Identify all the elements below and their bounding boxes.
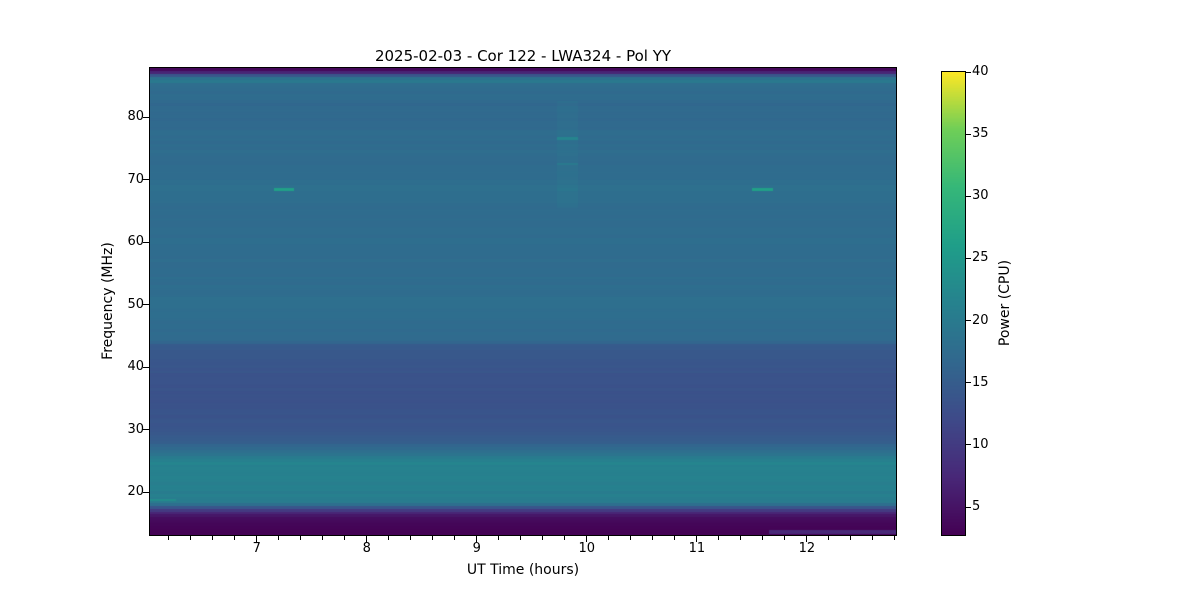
colorbar-tick-label: 40 <box>972 64 989 79</box>
x-minor-tick-mark <box>828 536 830 540</box>
colorbar-tick-label: 35 <box>972 126 989 142</box>
colorbar-frame <box>941 71 966 536</box>
x-tick-label: 9 <box>472 541 481 556</box>
x-minor-tick-mark <box>234 536 236 540</box>
x-tick-mark <box>586 536 588 542</box>
chart-title: 2025-02-03 - Cor 122 - LWA324 - Pol YY <box>374 47 672 65</box>
x-minor-tick-mark <box>454 536 456 540</box>
x-minor-tick-mark <box>718 536 720 540</box>
x-minor-tick-mark <box>608 536 610 540</box>
y-tick-mark <box>143 429 149 430</box>
x-minor-tick-mark <box>872 536 874 540</box>
y-tick-label: 30 <box>127 421 144 437</box>
x-minor-tick-mark <box>344 536 346 540</box>
colorbar-tick-mark <box>966 257 971 259</box>
colorbar-tick-label: 25 <box>972 250 989 266</box>
spectrogram-heatmap-canvas <box>150 68 896 535</box>
x-minor-tick-mark <box>564 536 566 540</box>
x-tick-mark <box>366 536 368 542</box>
x-minor-tick-mark <box>498 536 500 540</box>
x-tick-mark <box>256 536 258 542</box>
y-tick-label: 50 <box>127 296 144 312</box>
x-minor-tick-mark <box>740 536 742 540</box>
x-minor-tick-mark <box>674 536 676 540</box>
colorbar-tick-mark <box>966 133 971 135</box>
x-tick-mark <box>696 536 698 542</box>
x-minor-tick-mark <box>630 536 632 540</box>
x-minor-tick-mark <box>432 536 434 540</box>
y-tick-mark <box>143 179 149 180</box>
x-minor-tick-mark <box>212 536 214 540</box>
y-tick-label: 70 <box>127 171 144 187</box>
y-tick-mark <box>143 491 149 493</box>
colorbar-tick-mark <box>966 444 971 446</box>
x-minor-tick-mark <box>410 536 412 540</box>
y-tick-mark <box>143 241 149 243</box>
colorbar-tick-label: 30 <box>972 188 989 204</box>
x-tick-label: 11 <box>688 541 706 556</box>
y-tick-mark <box>143 304 149 305</box>
colorbar-tick-mark <box>966 506 971 508</box>
plot-frame <box>149 67 897 536</box>
x-tick-label: 7 <box>252 541 261 556</box>
x-tick-label: 8 <box>362 541 371 556</box>
x-minor-tick-mark <box>784 536 786 540</box>
x-axis-label: UT Time (hours) <box>466 562 580 578</box>
y-tick-mark <box>143 366 149 368</box>
colorbar-tick-mark <box>966 382 971 384</box>
colorbar-canvas <box>942 72 965 535</box>
x-minor-tick-mark <box>322 536 324 540</box>
x-minor-tick-mark <box>542 536 544 540</box>
x-tick-mark <box>476 536 478 542</box>
x-tick-label: 12 <box>798 541 816 556</box>
x-tick-label: 10 <box>578 541 596 556</box>
x-minor-tick-mark <box>168 536 170 540</box>
colorbar-tick-label: 20 <box>972 312 989 328</box>
colorbar-tick-mark <box>966 71 971 73</box>
colorbar-label: Power (CPU) <box>997 259 1013 347</box>
x-minor-tick-mark <box>388 536 390 540</box>
x-minor-tick-mark <box>652 536 654 540</box>
y-tick-label: 20 <box>127 484 144 499</box>
x-minor-tick-mark <box>894 536 896 540</box>
x-minor-tick-mark <box>850 536 852 540</box>
x-minor-tick-mark <box>300 536 302 540</box>
y-tick-label: 40 <box>127 359 144 374</box>
colorbar-tick-label: 5 <box>972 499 981 515</box>
colorbar-tick-mark <box>966 320 971 322</box>
colorbar-tick-label: 15 <box>972 374 989 390</box>
x-minor-tick-mark <box>190 536 192 540</box>
y-tick-mark <box>143 116 149 118</box>
colorbar-tick-label: 10 <box>972 436 989 452</box>
x-tick-mark <box>806 536 808 542</box>
colorbar-tick-mark <box>966 195 971 197</box>
x-minor-tick-mark <box>762 536 764 540</box>
y-tick-label: 80 <box>127 109 144 124</box>
x-minor-tick-mark <box>520 536 522 540</box>
x-minor-tick-mark <box>278 536 280 540</box>
y-tick-label: 60 <box>127 234 144 249</box>
